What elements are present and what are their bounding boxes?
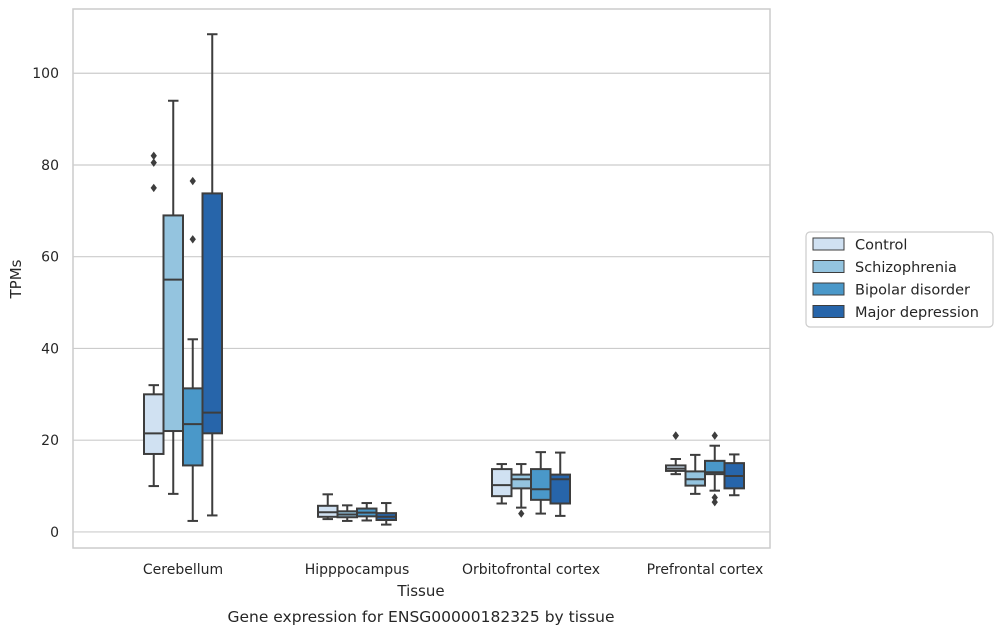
- y-tick-label-100: 100: [32, 66, 59, 82]
- x-axis-label: Tissue: [396, 582, 444, 600]
- y-tick-label-20: 20: [41, 433, 59, 449]
- boxes: [143, 33, 745, 526]
- outlier-0: [711, 497, 718, 507]
- outlier-0: [518, 509, 525, 518]
- box-3-0: [201, 33, 223, 517]
- box-1-1: [336, 504, 358, 522]
- x-tick-label-0: Cerebellum: [143, 562, 223, 578]
- outlier-0: [189, 235, 196, 244]
- legend-swatch-3: [812, 305, 845, 318]
- x-tick-labels: Cerebellum Hipppocampus Orbitofrontal cort…: [143, 562, 763, 578]
- box-3-3: [723, 453, 745, 497]
- y-tick-label-0: 0: [50, 525, 59, 541]
- legend-swatch-2: [812, 282, 845, 296]
- outlier-2: [150, 151, 157, 160]
- legend-swatch-1: [812, 260, 845, 273]
- box-0-2: [491, 463, 513, 505]
- outlier-2: [711, 431, 718, 440]
- y-tick-label-80: 80: [41, 158, 59, 174]
- legend-label-0: Control: [855, 238, 907, 254]
- box-iqr: [530, 468, 552, 501]
- box-iqr: [491, 468, 513, 498]
- box-iqr: [201, 192, 223, 435]
- box-2-3: [704, 431, 726, 507]
- y-tick-label-40: 40: [41, 341, 59, 357]
- legend: Control Schizophrenia Bipolar disorder Majo…: [805, 231, 994, 328]
- box-iqr: [549, 473, 571, 505]
- outlier-1: [189, 176, 196, 186]
- outlier-1: [711, 493, 718, 502]
- legend-swatch-0: [812, 237, 845, 251]
- outlier-1: [672, 431, 679, 440]
- box-2-2: [530, 451, 552, 515]
- y-tick-label-60: 60: [41, 250, 59, 266]
- x-tick-label-2: Orbitofrontal cortex: [462, 562, 600, 578]
- legend-frame: [805, 231, 994, 328]
- x-tick-label-3: Prefrontal cortex: [647, 562, 764, 578]
- box-0-0: [143, 151, 165, 488]
- box-0-3: [665, 431, 687, 476]
- y-axis-label: TPMs: [7, 259, 25, 299]
- box-2-1: [356, 502, 378, 522]
- box-0-1: [317, 493, 339, 521]
- box-iqr: [510, 473, 532, 490]
- box-2-0: [182, 176, 204, 522]
- legend-label-2: Bipolar disorder: [855, 283, 970, 299]
- legend-label-3: Major depression: [855, 305, 979, 321]
- box-iqr: [162, 214, 184, 433]
- box-iqr: [143, 393, 165, 455]
- x-tick-label-1: Hipppocampus: [305, 562, 410, 578]
- box-1-2: [510, 463, 532, 518]
- box-3-2: [549, 451, 571, 517]
- plot-frame: [72, 8, 771, 549]
- outlier-1: [150, 158, 157, 167]
- legend-label-1: Schizophrenia: [855, 260, 957, 276]
- y-tick-labels: 0 20 40 60 80 100: [32, 66, 59, 541]
- outlier-0: [150, 183, 157, 193]
- box-1-0: [162, 99, 184, 495]
- box-3-1: [375, 502, 397, 526]
- box-iqr: [182, 387, 204, 467]
- box-1-3: [684, 453, 706, 495]
- chart-title: Gene expression for ENSG00000182325 by t…: [227, 608, 614, 626]
